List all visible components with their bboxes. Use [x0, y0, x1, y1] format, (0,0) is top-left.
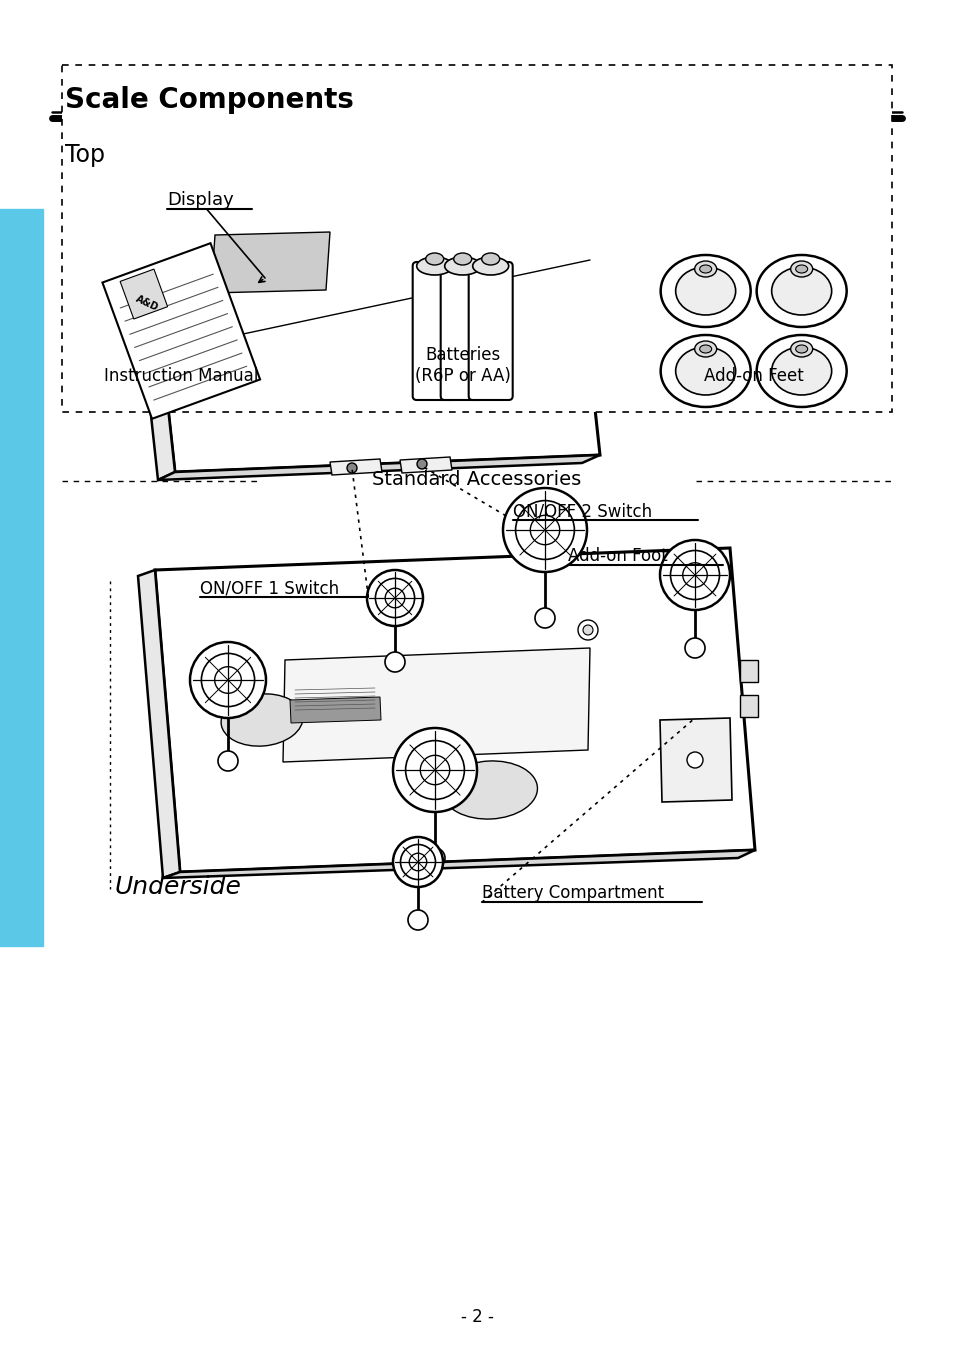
Circle shape	[682, 563, 706, 588]
Ellipse shape	[425, 253, 443, 265]
Ellipse shape	[699, 345, 711, 353]
Circle shape	[502, 488, 586, 571]
Polygon shape	[211, 232, 330, 293]
Ellipse shape	[675, 347, 735, 394]
Polygon shape	[185, 209, 355, 326]
Ellipse shape	[795, 265, 807, 273]
Circle shape	[684, 638, 704, 658]
Circle shape	[400, 844, 435, 880]
Text: Battery Compartment: Battery Compartment	[481, 885, 663, 902]
Polygon shape	[102, 243, 260, 419]
Polygon shape	[145, 178, 599, 471]
Polygon shape	[163, 850, 754, 878]
Text: ON/OFF 1 Switch: ON/OFF 1 Switch	[200, 580, 339, 597]
Text: Add-on Foot: Add-on Foot	[567, 547, 667, 565]
Bar	[740, 661, 758, 682]
Text: Top: Top	[65, 143, 105, 168]
Text: Add-on Feet: Add-on Feet	[703, 367, 802, 385]
Circle shape	[347, 463, 356, 473]
Ellipse shape	[675, 267, 735, 315]
FancyBboxPatch shape	[413, 262, 456, 400]
Circle shape	[535, 608, 555, 628]
Text: Standard Accessories: Standard Accessories	[372, 470, 581, 489]
Circle shape	[515, 501, 574, 559]
Ellipse shape	[694, 261, 716, 277]
Bar	[62, 65, 891, 412]
Circle shape	[367, 570, 422, 626]
Circle shape	[578, 620, 598, 640]
Ellipse shape	[221, 694, 303, 746]
Circle shape	[420, 755, 449, 785]
Circle shape	[375, 578, 415, 617]
Polygon shape	[120, 269, 168, 319]
Polygon shape	[158, 455, 599, 480]
Circle shape	[659, 540, 729, 611]
Ellipse shape	[795, 345, 807, 353]
FancyBboxPatch shape	[440, 262, 484, 400]
Ellipse shape	[481, 253, 499, 265]
Ellipse shape	[699, 265, 711, 273]
Circle shape	[530, 515, 559, 544]
Text: ON/OFF 2 Switch: ON/OFF 2 Switch	[513, 503, 652, 520]
Ellipse shape	[454, 253, 471, 265]
Ellipse shape	[790, 261, 812, 277]
Polygon shape	[399, 457, 452, 473]
Circle shape	[424, 848, 444, 867]
Text: Batteries
(R6P or AA): Batteries (R6P or AA)	[415, 346, 510, 385]
Ellipse shape	[771, 267, 831, 315]
Polygon shape	[190, 220, 350, 315]
Polygon shape	[283, 648, 589, 762]
Circle shape	[190, 642, 266, 717]
Circle shape	[405, 740, 464, 800]
Circle shape	[670, 550, 719, 600]
Circle shape	[393, 728, 476, 812]
Polygon shape	[138, 570, 180, 878]
Ellipse shape	[660, 255, 750, 327]
Ellipse shape	[660, 335, 750, 407]
Ellipse shape	[756, 335, 845, 407]
Circle shape	[201, 654, 254, 707]
Ellipse shape	[771, 347, 831, 394]
Text: - 2 -: - 2 -	[460, 1308, 493, 1327]
Ellipse shape	[442, 761, 537, 819]
Circle shape	[416, 459, 427, 469]
Ellipse shape	[790, 340, 812, 357]
FancyBboxPatch shape	[468, 262, 512, 400]
Text: Scale Components: Scale Components	[65, 86, 354, 115]
Circle shape	[409, 854, 426, 871]
Circle shape	[393, 838, 442, 888]
Ellipse shape	[444, 257, 480, 276]
Bar	[0, 209, 43, 946]
Text: A&D: A&D	[134, 295, 160, 313]
Polygon shape	[330, 459, 381, 476]
Circle shape	[582, 626, 593, 635]
Ellipse shape	[756, 255, 845, 327]
Bar	[740, 694, 758, 717]
Text: Instruction Manual: Instruction Manual	[104, 367, 258, 385]
Text: Display: Display	[167, 192, 233, 209]
Ellipse shape	[472, 257, 508, 276]
Circle shape	[408, 911, 428, 929]
Ellipse shape	[694, 340, 716, 357]
Ellipse shape	[416, 257, 453, 276]
Circle shape	[385, 653, 405, 671]
Polygon shape	[659, 717, 731, 802]
Circle shape	[214, 666, 241, 693]
Polygon shape	[290, 697, 380, 723]
Polygon shape	[154, 549, 754, 871]
Circle shape	[385, 588, 404, 608]
Polygon shape	[128, 195, 174, 480]
Circle shape	[686, 753, 702, 767]
Text: Underside: Underside	[114, 875, 241, 900]
Circle shape	[218, 751, 237, 771]
